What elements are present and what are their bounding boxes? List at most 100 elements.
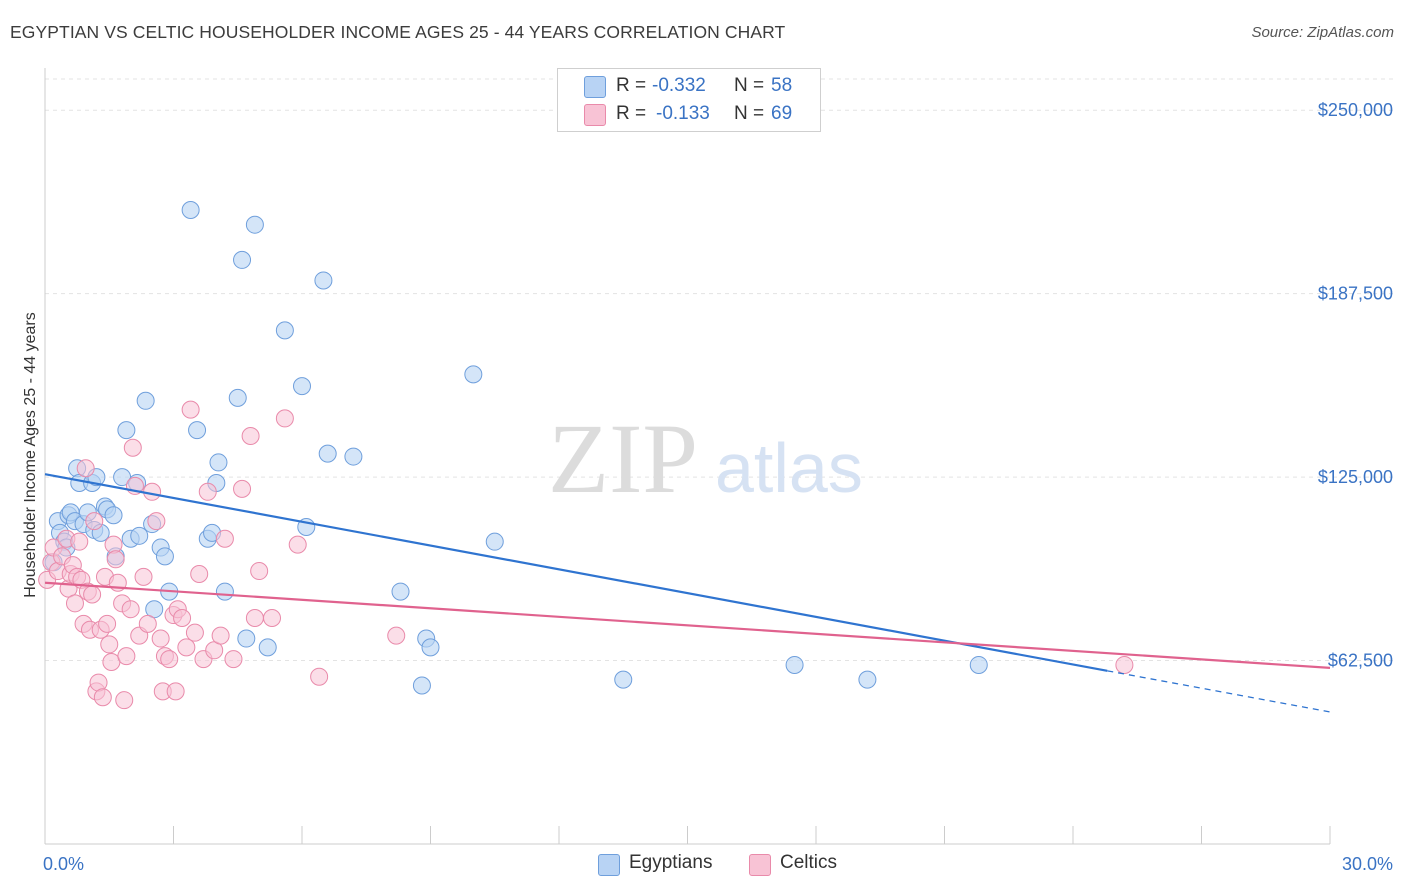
celtics-point bbox=[70, 532, 89, 551]
egyptians-point bbox=[344, 447, 363, 466]
celtics-point bbox=[160, 650, 179, 669]
axes bbox=[44, 68, 1331, 845]
stats-legend: R = -0.332 N = 58 R = -0.133 N = 69 bbox=[557, 68, 821, 132]
egyptians-r-value: -0.332 bbox=[652, 75, 706, 96]
celtics-point bbox=[241, 427, 260, 446]
egyptians-point bbox=[464, 365, 483, 384]
celtics-point bbox=[98, 614, 117, 633]
celtics-point bbox=[1115, 655, 1134, 674]
x-tick-label: 0.0% bbox=[43, 854, 84, 874]
egyptians-point bbox=[181, 201, 200, 220]
y-tick-label: $187,500 bbox=[1318, 284, 1393, 304]
egyptians-r-label: R = bbox=[616, 75, 647, 96]
x-tick-labels: 0.0% 30.0% bbox=[43, 854, 1393, 874]
celtics-point bbox=[215, 529, 234, 548]
celtics-point bbox=[224, 650, 243, 669]
egyptians-point bbox=[858, 670, 877, 689]
egyptians-point bbox=[314, 271, 333, 290]
egyptians-legend-swatch bbox=[598, 854, 620, 876]
egyptians-point bbox=[130, 526, 149, 545]
celtics-point bbox=[138, 614, 157, 633]
source-label: Source: ZipAtlas.com bbox=[1251, 24, 1394, 41]
egyptians-point bbox=[258, 638, 277, 657]
egyptians-point bbox=[245, 215, 264, 234]
egyptians-trend-line bbox=[44, 473, 1108, 672]
y-tick-label: $62,500 bbox=[1328, 651, 1393, 671]
egyptians-point bbox=[136, 391, 155, 410]
celtics-point bbox=[263, 608, 282, 627]
celtics-r-value: -0.133 bbox=[656, 103, 710, 124]
celtics-point bbox=[190, 564, 209, 583]
egyptians-point bbox=[485, 532, 504, 551]
celtics-legend-label: Celtics bbox=[780, 852, 838, 873]
celtics-point bbox=[177, 638, 196, 657]
celtics-point bbox=[115, 691, 134, 710]
celtics-point bbox=[387, 626, 406, 645]
celtics-point bbox=[275, 409, 294, 428]
celtics-point bbox=[102, 653, 121, 672]
egyptians-point bbox=[318, 444, 337, 463]
celtics-point bbox=[93, 688, 112, 707]
celtics-point bbox=[147, 512, 166, 531]
celtics-point bbox=[76, 459, 95, 478]
egyptians-n-value: 58 bbox=[771, 75, 793, 96]
watermark-atlas: atlas bbox=[715, 429, 863, 507]
celtics-point bbox=[185, 623, 204, 642]
celtics-point bbox=[106, 550, 125, 569]
egyptians-point bbox=[614, 670, 633, 689]
egyptians-point bbox=[117, 421, 136, 440]
egyptians-point bbox=[228, 388, 247, 407]
celtics-point bbox=[288, 535, 307, 554]
egyptians-point bbox=[969, 655, 988, 674]
celtics-point bbox=[233, 479, 252, 498]
egyptians-n-label: N = bbox=[734, 75, 765, 96]
celtics-point bbox=[166, 682, 185, 701]
egyptians-point bbox=[412, 676, 431, 695]
celtics-point bbox=[65, 594, 84, 613]
celtics-point bbox=[310, 667, 329, 686]
egyptians-swatch bbox=[584, 76, 606, 98]
watermark: ZIP atlas bbox=[548, 403, 863, 514]
celtics-point bbox=[250, 562, 269, 581]
trend-lines bbox=[44, 473, 1331, 713]
celtics-point bbox=[123, 438, 142, 457]
celtics-point bbox=[121, 600, 140, 619]
egyptians-point bbox=[391, 582, 410, 601]
celtics-point bbox=[117, 647, 136, 666]
celtics-n-label: N = bbox=[734, 103, 765, 124]
celtics-point bbox=[211, 626, 230, 645]
grid-lines bbox=[45, 78, 1395, 662]
celtics-n-value: 69 bbox=[771, 103, 793, 124]
egyptians-trend-extension bbox=[1107, 670, 1331, 713]
egyptians-point bbox=[155, 547, 174, 566]
egyptians-point bbox=[421, 638, 440, 657]
egyptians-point bbox=[785, 655, 804, 674]
celtics-point bbox=[100, 635, 119, 654]
celtics-point bbox=[173, 608, 192, 627]
egyptians-point bbox=[233, 250, 252, 269]
celtics-point bbox=[134, 567, 153, 586]
y-axis-title: Householder Income Ages 25 - 44 years bbox=[22, 312, 39, 598]
egyptians-point bbox=[237, 629, 256, 648]
watermark-zip: ZIP bbox=[548, 403, 698, 514]
celtics-point bbox=[245, 608, 264, 627]
egyptians-point bbox=[188, 421, 207, 440]
egyptians-point bbox=[275, 321, 294, 340]
celtics-point bbox=[85, 512, 104, 531]
y-tick-label: $125,000 bbox=[1318, 467, 1393, 487]
celtics-r-label: R = bbox=[616, 103, 647, 124]
y-tick-labels: $62,500 $125,000 $187,500 $250,000 bbox=[1318, 100, 1393, 670]
celtics-points bbox=[38, 400, 1134, 710]
egyptians-point bbox=[209, 453, 228, 472]
egyptians-point bbox=[293, 377, 311, 396]
chart-title: EGYPTIAN VS CELTIC HOUSEHOLDER INCOME AG… bbox=[10, 22, 786, 42]
celtics-point bbox=[181, 400, 200, 419]
celtics-trend-line bbox=[44, 581, 1331, 669]
egyptians-legend-label: Egyptians bbox=[629, 852, 713, 873]
celtics-point bbox=[83, 585, 102, 604]
y-tick-label: $250,000 bbox=[1318, 100, 1393, 120]
celtics-swatch bbox=[584, 104, 606, 126]
egyptians-point bbox=[215, 582, 234, 601]
celtics-point bbox=[198, 482, 217, 501]
